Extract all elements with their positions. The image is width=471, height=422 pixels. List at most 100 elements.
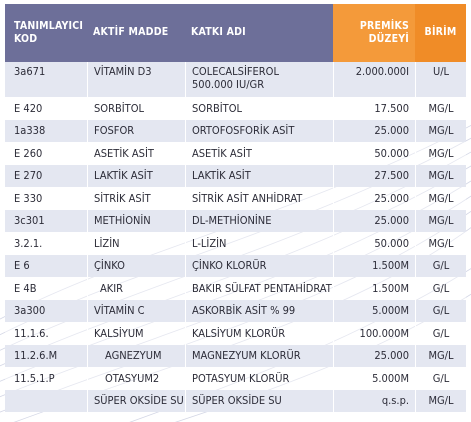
- cell-code: 3c301: [14, 214, 45, 228]
- cell-level: 27.500: [333, 164, 415, 187]
- cell-active: KALSİYUM: [87, 322, 185, 345]
- cell-additive: POTASYUM KLORÜR: [185, 367, 333, 390]
- cell-level: 5.000M: [333, 367, 415, 390]
- cell-additive: BAKIR SÜLFAT PENTAHİDRAT: [185, 277, 333, 300]
- cell-level: 5.000M: [333, 299, 415, 322]
- cell-code: 3.2.1.: [14, 236, 43, 250]
- cell-code: 11.1.6.: [14, 326, 49, 340]
- cell-additive: ASETİK ASİT: [185, 142, 333, 165]
- cell-active: LAKTİK ASİT: [87, 164, 185, 187]
- table-row: E 4B AKIR BAKIR SÜLFAT PENTAHİDRAT 1.500…: [5, 277, 466, 300]
- table-row: E 260 ASETİK ASİT ASETİK ASİT 50.000 MG/…: [5, 142, 466, 165]
- cell-level: 50.000: [333, 232, 415, 255]
- cell-additive: KALSİYUM KLORÜR: [185, 322, 333, 345]
- cell-active: LİZİN: [87, 232, 185, 255]
- cell-active: SÜPER OKSİDE SU: [87, 389, 185, 412]
- cell-unit: MG/L: [415, 389, 466, 412]
- table-row: 1a338 FOSFOR ORTOFOSFORİK ASİT 25.000 MG…: [5, 119, 466, 142]
- cell-level: 100.000M: [333, 322, 415, 345]
- cell-unit: MG/L: [415, 142, 466, 165]
- table-row: 11.5.1.P OTASYUM2 POTASYUM KLORÜR 5.000M…: [5, 367, 466, 390]
- header-active-substance: AKTİF MADDE: [87, 4, 185, 62]
- cell-level: 2.000.000I: [333, 62, 415, 97]
- cell-additive-line1: COLECALSİFEROL: [192, 65, 279, 78]
- cell-active: AKIR: [87, 277, 185, 300]
- cell-unit: G/L: [415, 277, 466, 300]
- cell-active: VİTAMİN C: [87, 299, 185, 322]
- cell-active: ÇİNKO: [87, 254, 185, 277]
- table-row: 3c301 METHİONİN DL-METHİONİNE 25.000 MG/…: [5, 209, 466, 232]
- cell-level: 1.500M: [333, 254, 415, 277]
- table-row: E 330 SİTRİK ASİT SİTRİK ASİT ANHİDRAT 2…: [5, 187, 466, 210]
- cell-code: 3a671: [14, 65, 46, 78]
- cell-additive: ASKORBİK ASİT % 99: [185, 299, 333, 322]
- cell-additive: SORBİTOL: [185, 97, 333, 120]
- cell-code: E 330: [14, 191, 43, 205]
- cell-active: OTASYUM2: [87, 367, 185, 390]
- cell-level: 25.000: [333, 344, 415, 367]
- cell-active: SORBİTOL: [87, 97, 185, 120]
- cell-code: E 420: [14, 101, 43, 115]
- cell-code: E 6: [14, 259, 30, 273]
- cell-additive: ORTOFOSFORİK ASİT: [185, 119, 333, 142]
- cell-additive-line2: 500.000 IU/GR: [192, 78, 265, 92]
- cell-level: 25.000: [333, 187, 415, 210]
- cell-additive: SÜPER OKSİDE SU: [185, 389, 333, 412]
- cell-code: 1a338: [14, 124, 46, 138]
- cell-additive: ÇİNKO KLORÜR: [185, 254, 333, 277]
- cell-code: E 260: [14, 146, 43, 160]
- cell-unit: MG/L: [415, 164, 466, 187]
- cell-unit: MG/L: [415, 119, 466, 142]
- cell-unit: MG/L: [415, 187, 466, 210]
- cell-additive: LAKTİK ASİT: [185, 164, 333, 187]
- cell-level: 50.000: [333, 142, 415, 165]
- cell-unit: U/L: [415, 62, 466, 97]
- cell-unit: G/L: [415, 322, 466, 345]
- table-row: SÜPER OKSİDE SU SÜPER OKSİDE SU q.s.p. M…: [5, 389, 466, 413]
- cell-active: FOSFOR: [87, 119, 185, 142]
- cell-unit: G/L: [415, 367, 466, 390]
- cell-active: ASETİK ASİT: [87, 142, 185, 165]
- cell-unit: G/L: [415, 254, 466, 277]
- cell-active: METHİONİN: [87, 209, 185, 232]
- header-premix-level: PREMİKS DÜZEYİ: [333, 4, 415, 62]
- table-row: 3a671 VİTAMİN D3 COLECALSİFEROL 500.000 …: [5, 62, 466, 97]
- cell-level: q.s.p.: [333, 389, 415, 412]
- cell-level: 25.000: [333, 119, 415, 142]
- cell-code: [5, 390, 87, 413]
- cell-level: 25.000: [333, 209, 415, 232]
- cell-code: 3a300: [14, 304, 46, 318]
- cell-unit: MG/L: [415, 97, 466, 120]
- cell-additive: SİTRİK ASİT ANHİDRAT: [185, 187, 333, 210]
- cell-additive: DL-METHİONİNE: [185, 209, 333, 232]
- cell-unit: MG/L: [415, 344, 466, 367]
- cell-code: E 4B: [14, 281, 37, 295]
- cell-additive: MAGNEZYUM KLORÜR: [185, 344, 333, 367]
- cell-active: AGNEZYUM: [87, 344, 185, 367]
- cell-additive: L-LİZİN: [185, 232, 333, 255]
- additive-table: TANIMLAYICI KOD AKTİF MADDE KATKI ADI PR…: [5, 4, 466, 412]
- cell-unit: MG/L: [415, 209, 466, 232]
- cell-active: VİTAMİN D3: [87, 62, 185, 97]
- table-row: E 270 LAKTİK ASİT LAKTİK ASİT 27.500 MG/…: [5, 164, 466, 187]
- cell-unit: G/L: [415, 299, 466, 322]
- cell-active: SİTRİK ASİT: [87, 187, 185, 210]
- table-row: 11.2.6.M AGNEZYUM MAGNEZYUM KLORÜR 25.00…: [5, 344, 466, 367]
- cell-level: 1.500M: [333, 277, 415, 300]
- table-header: TANIMLAYICI KOD AKTİF MADDE KATKI ADI PR…: [5, 4, 466, 62]
- table-row: E 6 ÇİNKO ÇİNKO KLORÜR 1.500M G/L: [5, 254, 466, 277]
- cell-code: E 270: [14, 169, 43, 183]
- header-identifier-code: TANIMLAYICI KOD: [5, 4, 87, 62]
- cell-code: 11.2.6.M: [14, 349, 58, 363]
- table-row: 3.2.1. LİZİN L-LİZİN 50.000 MG/L: [5, 232, 466, 255]
- table-row: 3a300 VİTAMİN C ASKORBİK ASİT % 99 5.000…: [5, 299, 466, 322]
- cell-additive: COLECALSİFEROL 500.000 IU/GR: [185, 62, 333, 97]
- cell-level: 17.500: [333, 97, 415, 120]
- table-row: 11.1.6. KALSİYUM KALSİYUM KLORÜR 100.000…: [5, 322, 466, 345]
- cell-unit: MG/L: [415, 232, 466, 255]
- table-row: E 420 SORBİTOL SORBİTOL 17.500 MG/L: [5, 97, 466, 120]
- header-unit: BİRİM: [415, 4, 466, 62]
- table-body: 3a671 VİTAMİN D3 COLECALSİFEROL 500.000 …: [5, 62, 466, 412]
- header-additive-name: KATKI ADI: [185, 4, 333, 62]
- cell-code: 11.5.1.P: [14, 371, 55, 385]
